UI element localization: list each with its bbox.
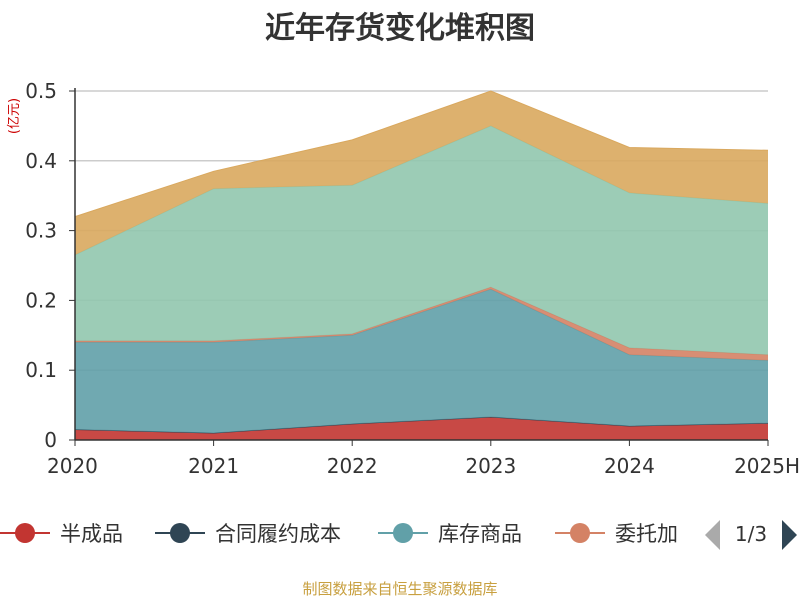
x-tick-label: 2022 [327, 454, 378, 478]
source-note: 制图数据来自恒生聚源数据库 [302, 580, 497, 598]
legend-clip [685, 510, 800, 560]
legend-label: 半成品 [60, 522, 123, 546]
chart-title: 近年存货变化堆积图 [265, 11, 535, 46]
legend-marker [170, 523, 190, 543]
legend-page-indicator: 1/3 [735, 522, 767, 546]
y-tick-label: 0.1 [25, 358, 57, 382]
x-tick-label: 2025H [734, 454, 800, 478]
area-series [75, 289, 768, 433]
legend-item[interactable]: 委托加 [555, 522, 678, 546]
triangle-left-icon[interactable] [705, 520, 720, 550]
area-series [75, 91, 768, 255]
triangle-right-icon[interactable] [782, 520, 797, 550]
area-series [75, 287, 768, 361]
area-series-line [74, 90, 769, 218]
x-tick-label: 2024 [604, 454, 655, 478]
y-tick-label: 0.4 [25, 149, 57, 173]
y-axis-unit: (亿元) [7, 98, 22, 134]
y-tick-label: 0.2 [25, 288, 57, 312]
y-tick-label: 0.3 [25, 219, 57, 243]
legend-marker [393, 523, 413, 543]
legend-label: 合同履约成本 [215, 522, 341, 546]
y-tick-label: 0.5 [25, 79, 57, 103]
legend-item[interactable]: 半成品 [0, 522, 123, 546]
legend-label: 委托加 [615, 522, 678, 546]
x-tick-label: 2021 [188, 454, 239, 478]
area-layer [74, 90, 769, 440]
legend-marker [570, 523, 590, 543]
legend: 半成品 合同履约成本 库存商品 委托加 1/3 [0, 510, 800, 560]
legend-label: 库存商品 [438, 522, 522, 546]
area-series [75, 417, 768, 440]
axes: 0 0.1 0.2 0.3 0.4 0.5 2020 2021 2022 2023 2024 2025… [25, 79, 800, 478]
legend-item[interactable]: 合同履约成本 [155, 522, 341, 546]
x-tick-label: 2020 [47, 454, 98, 478]
x-tick-label: 2023 [465, 454, 516, 478]
area-series [75, 125, 768, 355]
legend-marker [15, 523, 35, 543]
y-tick-label: 0 [44, 428, 57, 452]
legend-item[interactable]: 库存商品 [378, 522, 522, 546]
